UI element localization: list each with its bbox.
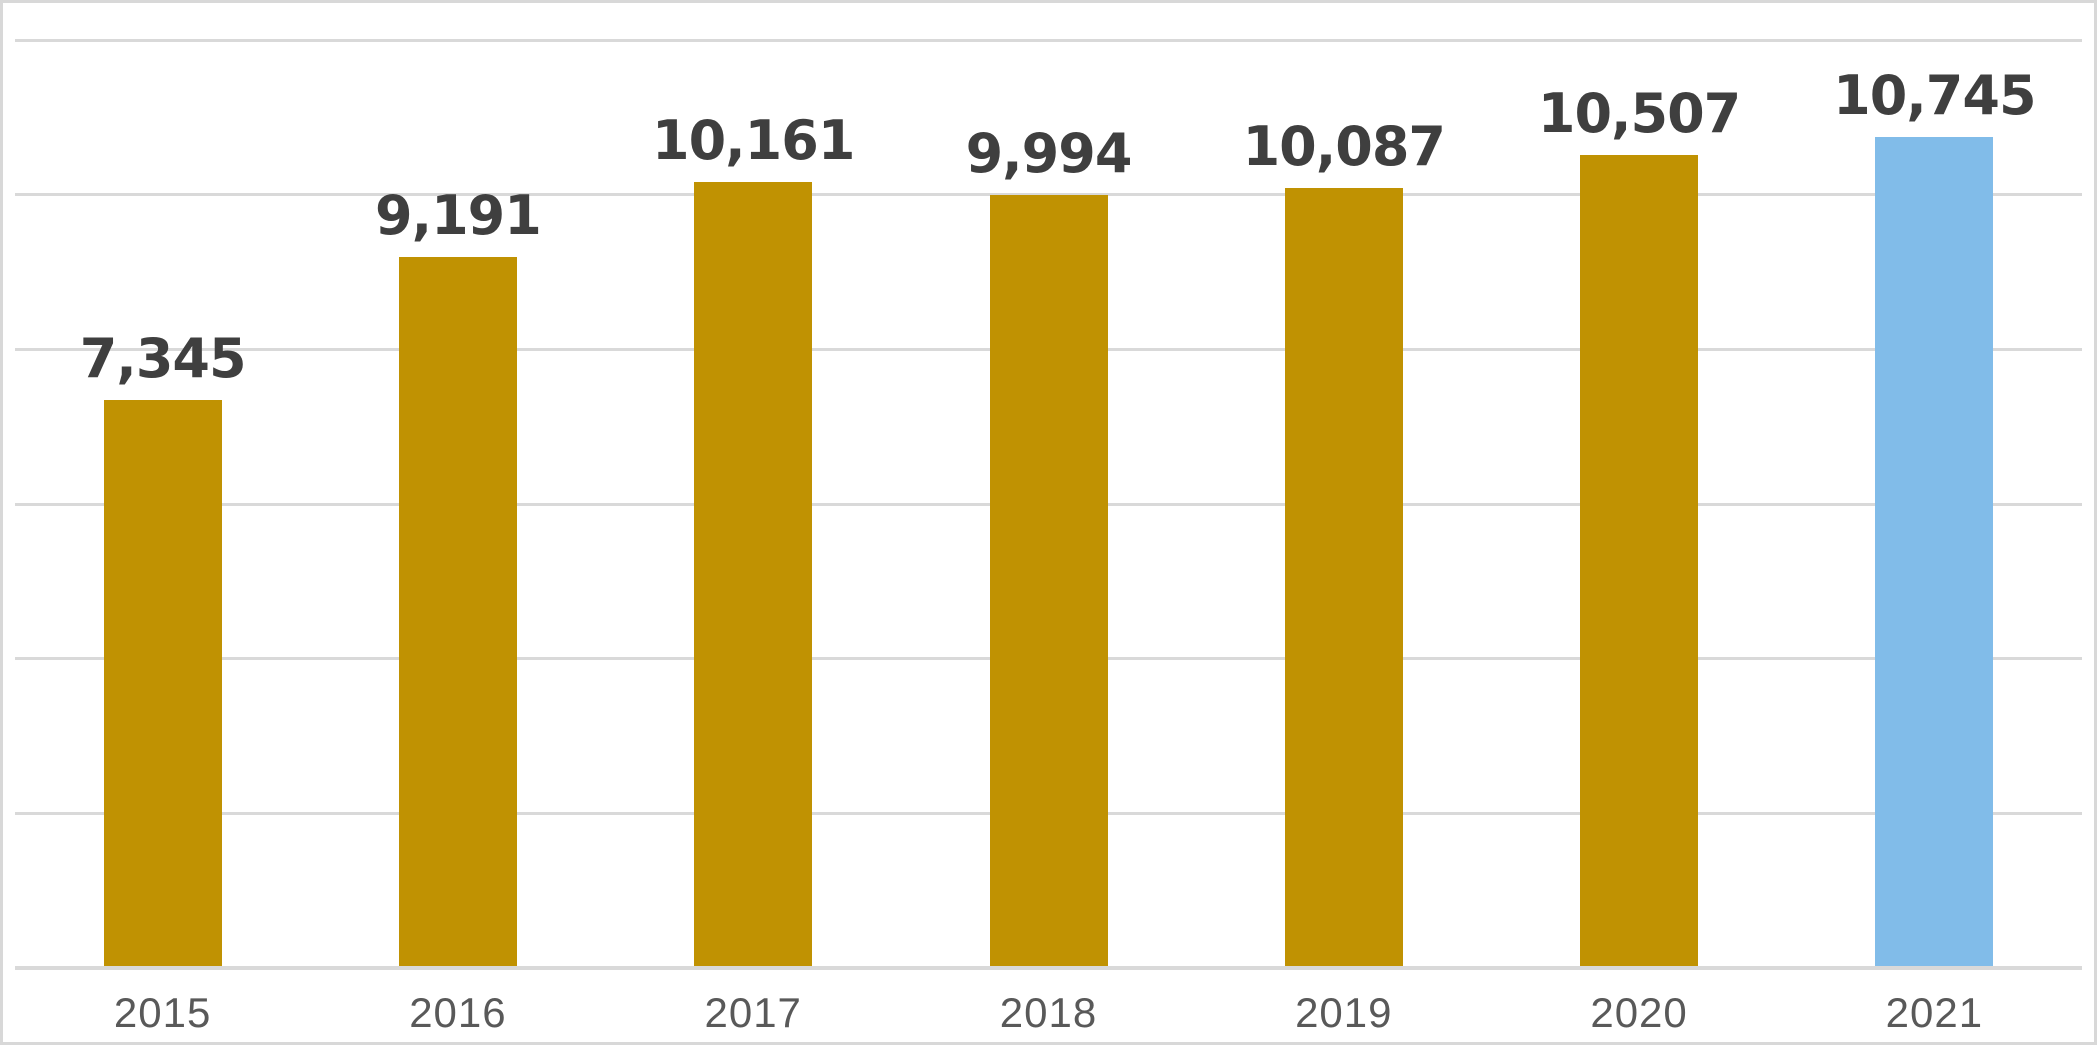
x-axis-label-2019: 2019	[1295, 989, 1393, 1036]
bar-2018	[989, 195, 1108, 968]
bar-value-label-2021: 10,745	[1833, 64, 2036, 128]
x-axis-label-2020: 2020	[1590, 989, 1688, 1036]
bar-2019	[1284, 187, 1403, 968]
bar-2015	[103, 399, 222, 968]
x-axis-label-2018: 2018	[999, 989, 1098, 1036]
gridline-10000	[15, 193, 2082, 197]
bar-value-label-2017: 10,161	[652, 109, 855, 173]
bar-value-label-2015: 7,345	[79, 327, 247, 390]
x-axis-label-2016: 2016	[409, 989, 507, 1036]
bar-value-label-2019: 10,087	[1242, 114, 1446, 178]
x-axis-label-2017: 2017	[704, 989, 802, 1036]
x-axis-label-2015: 2015	[113, 989, 212, 1036]
bar-2020	[1580, 155, 1699, 968]
bar-value-label-2020: 10,507	[1537, 82, 1741, 146]
bar-2017	[694, 182, 813, 968]
x-axis-label-2021: 2021	[1885, 989, 1984, 1036]
bar-2016	[398, 257, 517, 968]
bar-value-label-2018: 9,994	[965, 122, 1133, 186]
bar-2021	[1875, 137, 1994, 968]
bar-value-label-2016: 9,191	[375, 184, 542, 248]
x-axis-line	[15, 966, 2082, 970]
gridline-12000	[15, 38, 2082, 42]
